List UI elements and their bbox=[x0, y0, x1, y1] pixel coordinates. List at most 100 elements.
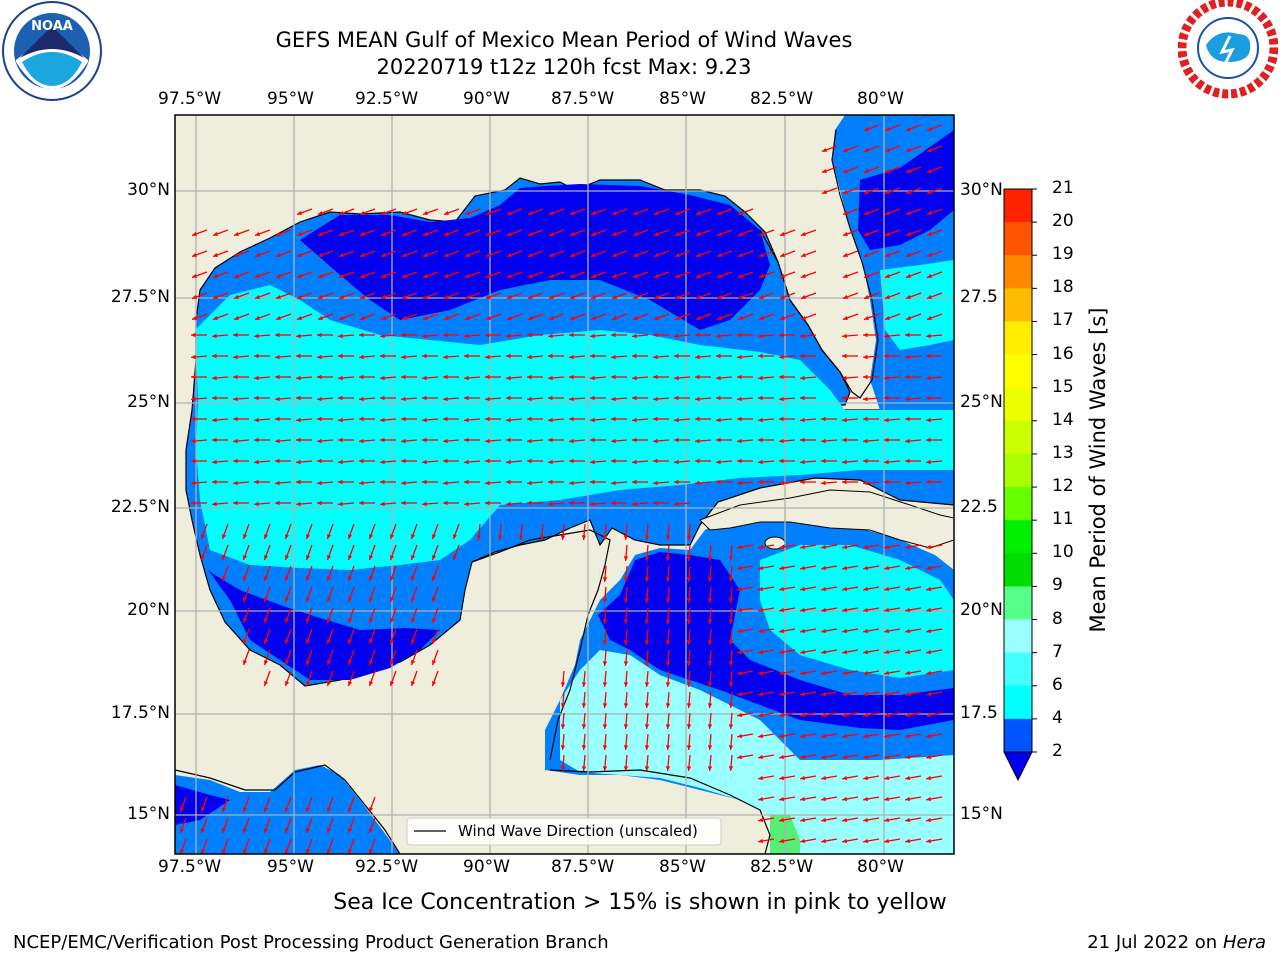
wind-arrow-head bbox=[644, 598, 650, 603]
wind-arrow-head bbox=[591, 273, 596, 278]
wind-arrow-head bbox=[264, 828, 269, 833]
wind-arrow-head bbox=[800, 479, 805, 485]
wind-arrow-head bbox=[686, 598, 692, 603]
wind-arrow-head bbox=[402, 252, 407, 257]
wind-arrow-head bbox=[338, 333, 343, 339]
wind-arrow-head bbox=[926, 479, 931, 485]
wind-arrow-head bbox=[644, 535, 650, 540]
wind-arrow-head bbox=[842, 838, 848, 844]
wind-arrow-head bbox=[737, 416, 742, 422]
wind-arrow-head bbox=[318, 273, 323, 278]
wind-arrow-head bbox=[317, 416, 322, 422]
wind-arrow-head bbox=[369, 828, 374, 833]
wind-arrow-head bbox=[443, 354, 448, 360]
wind-arrow-head bbox=[233, 458, 238, 464]
wind-arrow-head bbox=[926, 733, 932, 739]
wind-arrow-head bbox=[212, 375, 217, 381]
wind-arrow-head bbox=[779, 796, 785, 802]
wind-arrow-head bbox=[212, 395, 217, 401]
wind-arrow-head bbox=[644, 577, 650, 582]
wind-arrow-head bbox=[570, 252, 575, 257]
wind-arrow-head bbox=[612, 273, 617, 278]
wind-arrow-head bbox=[243, 639, 248, 644]
wind-arrow-head bbox=[906, 315, 911, 320]
wind-arrow-head bbox=[800, 670, 806, 676]
wind-arrow-head bbox=[191, 396, 196, 402]
wind-arrow-head bbox=[632, 479, 637, 485]
wind-arrow-head bbox=[707, 619, 713, 624]
wind-arrow-head bbox=[401, 396, 406, 402]
wind-arrow-head bbox=[758, 565, 764, 571]
wind-arrow-head bbox=[569, 416, 574, 422]
wind-arrow-head bbox=[821, 480, 826, 486]
wind-arrow-head bbox=[548, 501, 553, 507]
wind-arrow-head bbox=[527, 354, 532, 360]
colorbar-segment bbox=[1004, 288, 1032, 322]
wind-arrow-head bbox=[863, 712, 869, 718]
wind-arrow-head bbox=[560, 766, 566, 771]
wind-arrow-head bbox=[926, 838, 932, 844]
wind-arrow-head bbox=[926, 796, 932, 802]
wind-arrow-head bbox=[800, 544, 806, 550]
colorbar-segment bbox=[1004, 321, 1032, 356]
wind-arrow-head bbox=[213, 231, 218, 236]
wind-arrow-head bbox=[644, 682, 650, 687]
wind-arrow-head bbox=[213, 315, 218, 320]
lat-label-left: 30°N bbox=[127, 180, 170, 200]
wind-arrow-head bbox=[264, 534, 269, 539]
wind-arrow-head bbox=[821, 796, 827, 802]
wind-arrow-head bbox=[380, 501, 385, 507]
wind-arrow-head bbox=[506, 395, 511, 401]
wind-arrow-head bbox=[549, 252, 554, 257]
wind-arrow-head bbox=[884, 754, 890, 760]
wind-arrow-head bbox=[926, 565, 932, 571]
wind-arrow-head bbox=[380, 375, 385, 381]
wind-arrow-head bbox=[927, 315, 932, 320]
wind-arrow-head bbox=[759, 273, 764, 278]
wind-arrow-head bbox=[927, 189, 932, 194]
wind-arrow-head bbox=[612, 315, 617, 320]
wind-arrow-head bbox=[591, 231, 596, 236]
wind-arrow-head bbox=[348, 681, 353, 686]
wind-arrow-head bbox=[728, 661, 734, 666]
wind-arrow-head bbox=[906, 126, 911, 131]
wind-arrow-head bbox=[843, 168, 848, 173]
colorbar-segment bbox=[1004, 652, 1032, 687]
wind-arrow-head bbox=[569, 374, 574, 380]
lon-label-top: 95°W bbox=[267, 89, 314, 109]
wind-arrow-head bbox=[296, 353, 301, 359]
wind-arrow-head bbox=[779, 649, 785, 655]
wind-arrow-head bbox=[800, 437, 805, 443]
wind-arrow-head bbox=[716, 395, 721, 401]
wind-arrow-head bbox=[360, 315, 365, 320]
wind-arrow-head bbox=[275, 374, 280, 380]
wind-arrow-head bbox=[560, 535, 566, 540]
wind-arrow-head bbox=[243, 807, 248, 812]
wind-arrow-head bbox=[906, 147, 911, 152]
wind-arrow-head bbox=[369, 618, 374, 623]
wind-arrow-head bbox=[506, 417, 511, 423]
wind-arrow-head bbox=[905, 458, 910, 464]
wind-arrow-head bbox=[779, 838, 785, 844]
wind-arrow-head bbox=[738, 252, 743, 257]
wind-arrow-head bbox=[623, 619, 629, 624]
wind-arrow-head bbox=[716, 459, 721, 465]
wind-arrow-head bbox=[581, 745, 587, 750]
wind-arrow-head bbox=[306, 807, 311, 812]
wind-arrow-head bbox=[623, 661, 629, 666]
wind-arrow-head bbox=[623, 598, 629, 603]
wind-arrow-head bbox=[485, 374, 490, 380]
wind-arrow-head bbox=[359, 458, 364, 464]
wind-arrow-head bbox=[560, 703, 566, 708]
wind-arrow-head bbox=[381, 210, 386, 215]
wind-arrow-head bbox=[821, 754, 827, 760]
colorbar-segment bbox=[1004, 685, 1032, 720]
wind-arrow-head bbox=[633, 294, 638, 299]
wind-arrow-head bbox=[800, 754, 806, 760]
wind-arrow-head bbox=[863, 565, 869, 571]
wind-arrow-head bbox=[296, 479, 301, 485]
wind-arrow-head bbox=[444, 315, 449, 320]
wind-arrow-head bbox=[665, 577, 671, 582]
wind-arrow-head bbox=[380, 437, 385, 443]
wind-arrow-head bbox=[800, 395, 805, 401]
